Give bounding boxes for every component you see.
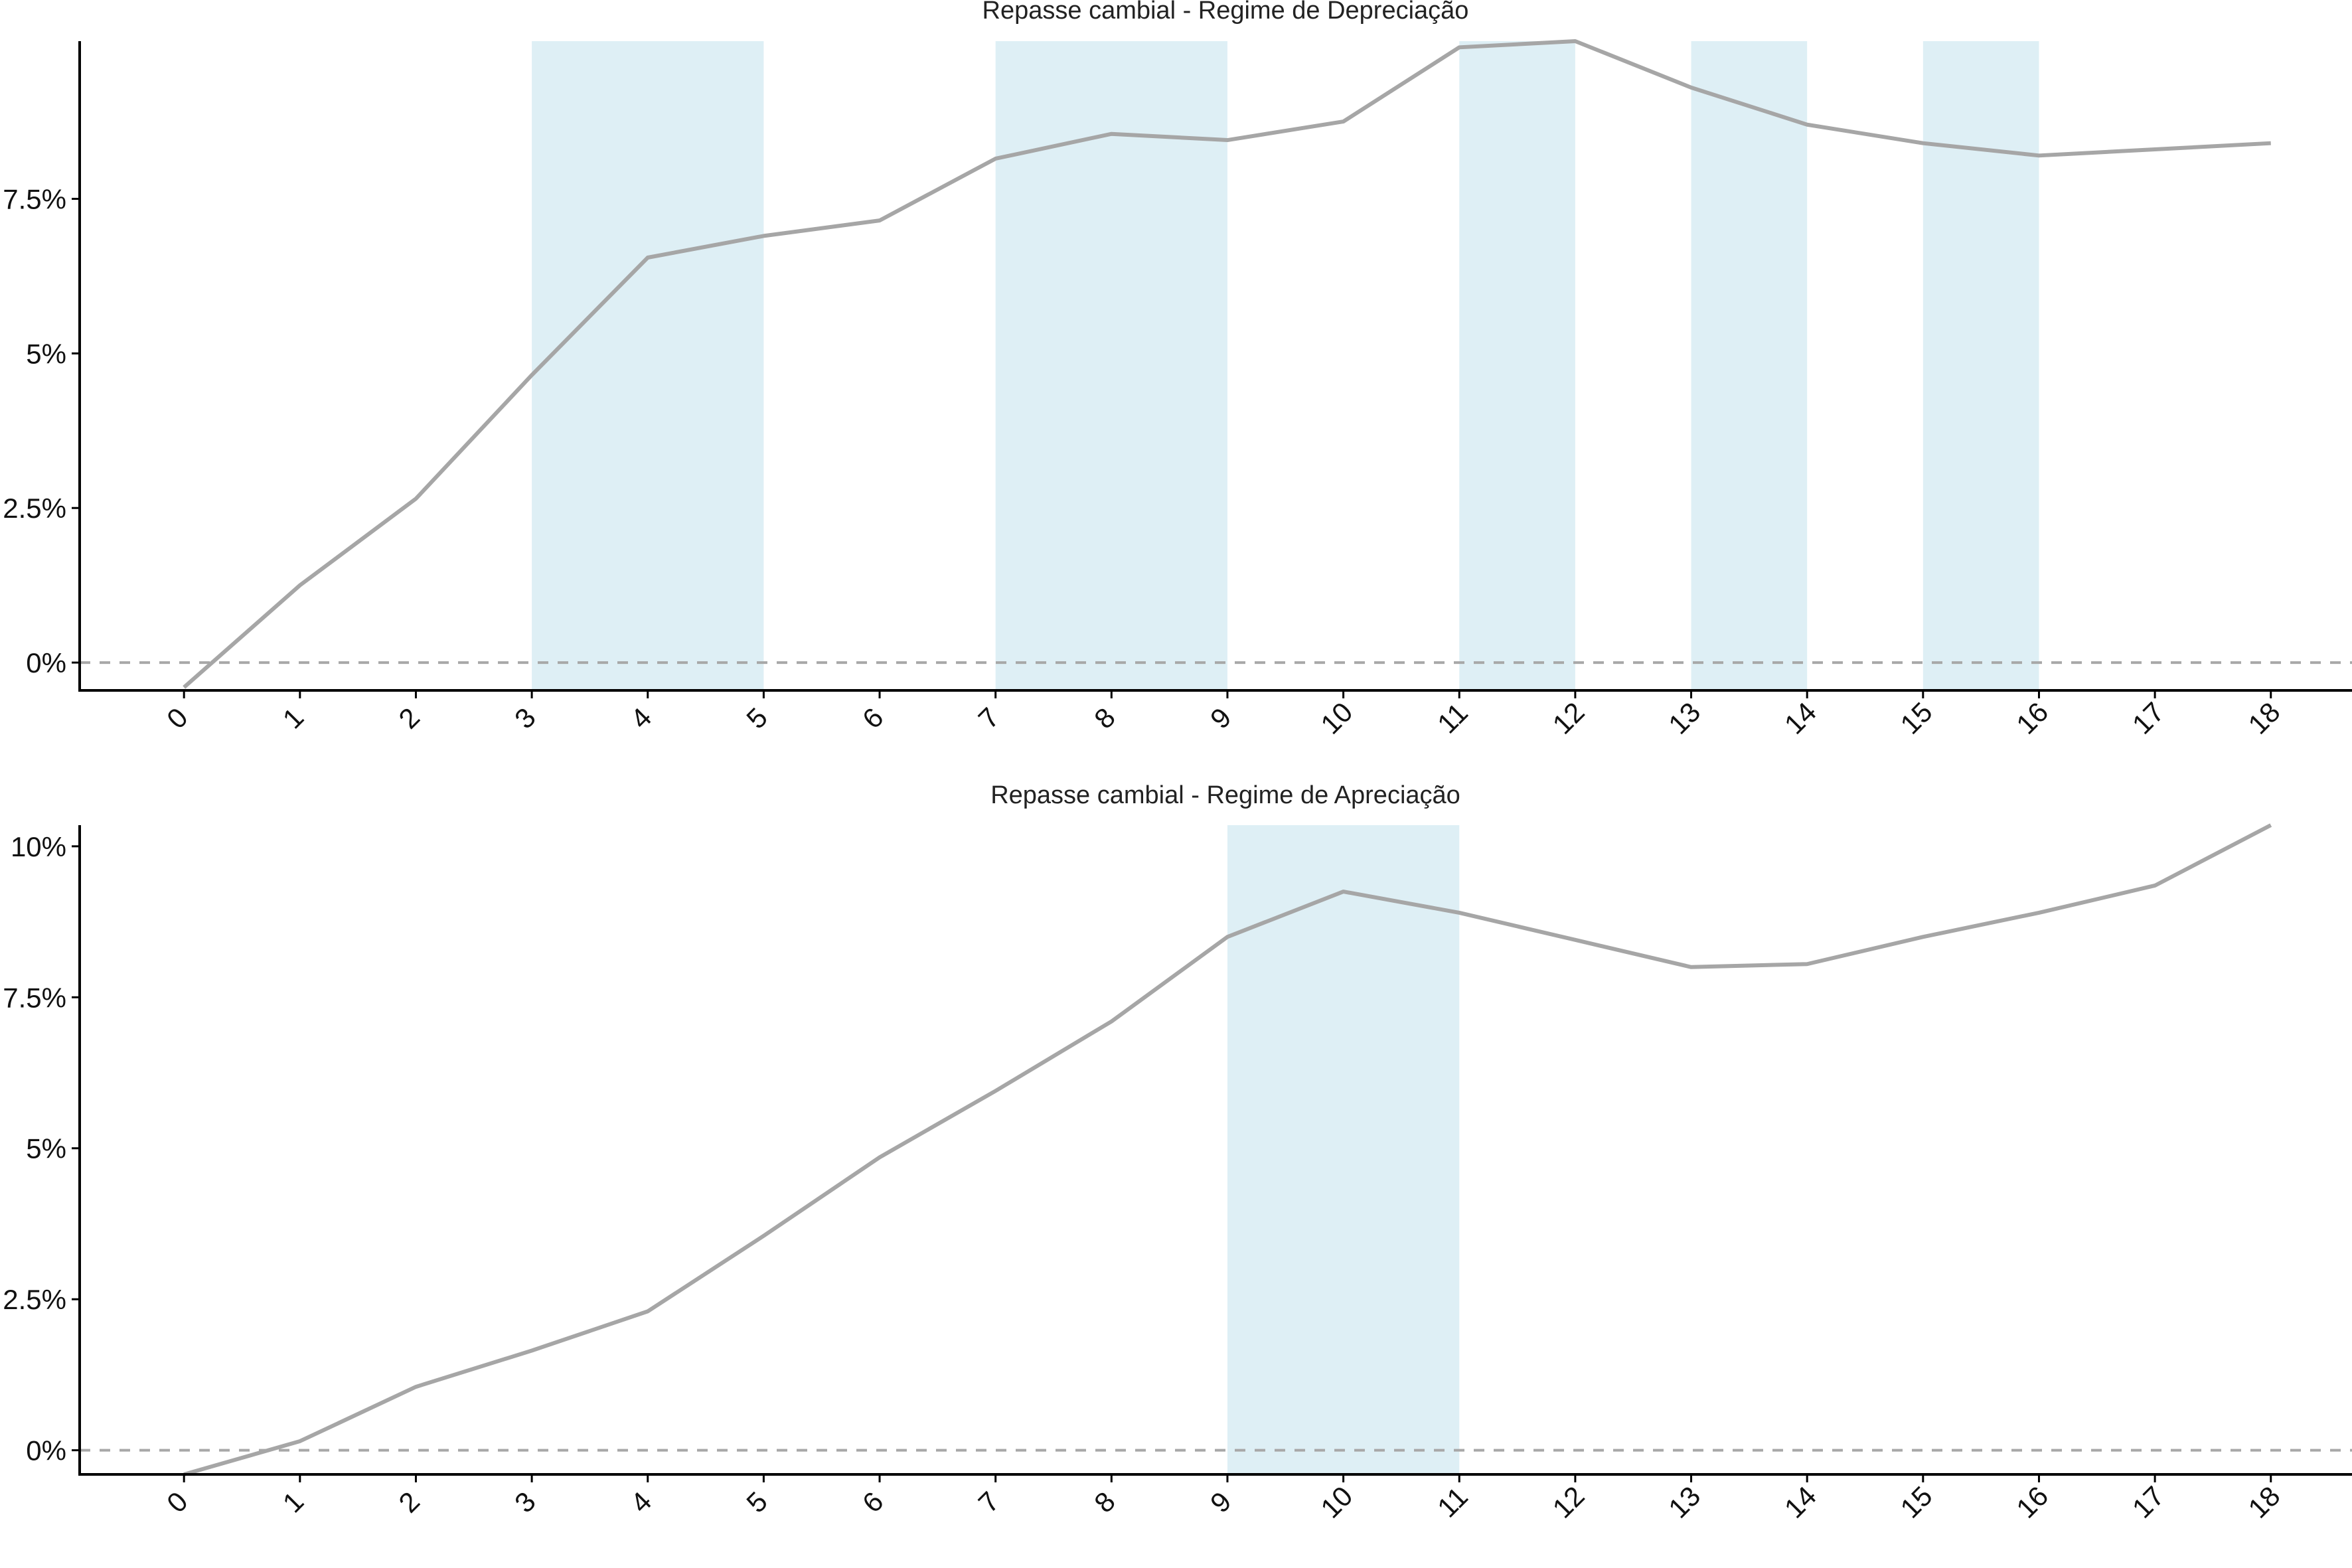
x-tick-label: 18 xyxy=(2242,696,2286,740)
y-tick-label: 2.5% xyxy=(3,1284,66,1315)
y-tick-label: 7.5% xyxy=(3,982,66,1013)
x-tick-label: 11 xyxy=(1431,1481,1474,1524)
x-tick-label: 8 xyxy=(1088,702,1121,735)
y-tick-label: 7.5% xyxy=(3,184,66,215)
y-tick-label: 0% xyxy=(26,1435,66,1466)
x-tick-label: 13 xyxy=(1662,696,1706,740)
x-tick-label: 10 xyxy=(1314,1480,1358,1524)
x-ticks: 0 1 2 3 4 5 6 7 8 9 10 11 12 13 14 15 16 17 18 xyxy=(161,690,2286,740)
x-tick-label: 1 xyxy=(277,702,310,735)
x-tick-label: 3 xyxy=(509,702,542,735)
x-tick-label: 7 xyxy=(973,1486,1006,1519)
chart-title: Repasse cambial - Regime de Apreciação xyxy=(990,781,1460,809)
x-tick-label: 18 xyxy=(2242,1480,2286,1524)
x-tick-label: 8 xyxy=(1088,1486,1121,1519)
x-tick-label: 17 xyxy=(2126,696,2170,740)
x-tick-label: 4 xyxy=(625,702,658,735)
x-tick-label: 11 xyxy=(1431,697,1474,740)
x-tick-label: 15 xyxy=(1894,696,1938,740)
x-tick-label: 13 xyxy=(1662,1480,1706,1524)
x-tick-label: 14 xyxy=(1778,1480,1822,1524)
chart-title: Repasse cambial - Regime de Depreciação xyxy=(982,0,1469,25)
y-tick-label: 0% xyxy=(26,647,66,678)
y-tick-label: 5% xyxy=(26,1133,66,1164)
x-tick-label: 6 xyxy=(856,702,890,735)
x-tick-label: 15 xyxy=(1894,1480,1938,1524)
x-tick-label: 16 xyxy=(2010,696,2054,740)
x-tick-label: 7 xyxy=(973,702,1006,735)
highlight-bands xyxy=(1227,825,1460,1474)
x-tick-label: 14 xyxy=(1778,696,1822,740)
y-ticks: 0% 2.5% 5% 7.5% xyxy=(3,184,80,678)
x-tick-label: 0 xyxy=(161,1486,194,1519)
depreciation-panel: Repasse cambial - Regime de Depreciação … xyxy=(3,0,2352,740)
x-tick-label: 9 xyxy=(1204,1486,1237,1519)
y-ticks: 0% 2.5% 5% 7.5% 10% xyxy=(3,831,80,1466)
y-tick-label: 10% xyxy=(11,831,66,862)
y-tick-label: 2.5% xyxy=(3,493,66,524)
x-tick-label: 4 xyxy=(625,1486,658,1519)
x-tick-label: 5 xyxy=(740,702,773,735)
highlight-band-0 xyxy=(1227,825,1460,1474)
x-tick-label: 3 xyxy=(509,1486,542,1519)
x-tick-label: 10 xyxy=(1314,696,1358,740)
x-tick-label: 0 xyxy=(161,702,194,735)
x-tick-label: 2 xyxy=(392,702,426,735)
x-tick-label: 5 xyxy=(740,1486,773,1519)
highlight-band-0 xyxy=(532,41,764,690)
x-tick-label: 17 xyxy=(2126,1480,2170,1524)
x-tick-label: 9 xyxy=(1204,702,1237,735)
appreciation-panel: Repasse cambial - Regime de Apreciação 0… xyxy=(3,781,2352,1524)
series-line xyxy=(183,39,2271,689)
x-tick-label: 12 xyxy=(1547,696,1591,740)
highlight-bands xyxy=(532,41,2039,690)
x-tick-label: 16 xyxy=(2010,1480,2054,1524)
x-ticks: 0 1 2 3 4 5 6 7 8 9 10 11 12 13 14 15 16 17 18 xyxy=(161,1474,2286,1524)
series-line xyxy=(183,823,2272,1476)
x-tick-label: 1 xyxy=(277,1486,310,1519)
x-tick-label: 12 xyxy=(1547,1480,1591,1524)
highlight-band-2 xyxy=(1459,41,1575,690)
highlight-band-3 xyxy=(1691,41,1808,690)
highlight-band-4 xyxy=(1922,41,2039,690)
x-tick-label: 6 xyxy=(856,1486,890,1519)
x-tick-label: 2 xyxy=(392,1486,426,1519)
y-tick-label: 5% xyxy=(26,338,66,369)
